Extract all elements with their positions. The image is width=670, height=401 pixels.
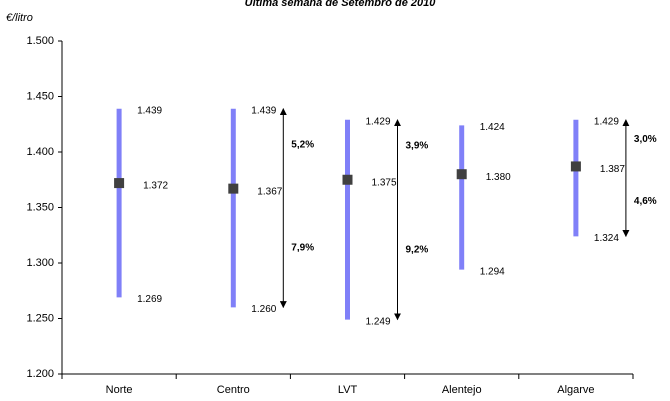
mean-marker xyxy=(570,161,581,172)
down-pct-label: 9,2% xyxy=(406,244,429,255)
up-pct-label: 5,2% xyxy=(291,139,314,150)
x-tick-label: Centro xyxy=(217,384,250,396)
y-tick-label: 1.250 xyxy=(26,312,54,324)
high-label: 1.429 xyxy=(594,116,619,127)
y-tick-label: 1.350 xyxy=(26,201,54,213)
y-axis-label: €/litro xyxy=(6,12,33,24)
x-tick-label: Norte xyxy=(106,384,133,396)
y-tick-label: 1.200 xyxy=(26,368,54,380)
low-label: 1.294 xyxy=(480,266,505,277)
y-tick-label: 1.400 xyxy=(26,146,54,158)
mean-marker xyxy=(342,174,353,185)
down-pct-label: 4,6% xyxy=(634,196,657,207)
mean-marker xyxy=(114,178,125,189)
up-pct-label: 3,9% xyxy=(406,140,429,151)
y-tick-label: 1.500 xyxy=(26,35,54,47)
y-tick-label: 1.300 xyxy=(26,257,54,269)
mean-label: 1.375 xyxy=(372,177,397,188)
chart-title: Última semana de Setembro de 2010 xyxy=(245,0,437,9)
low-label: 1.269 xyxy=(137,294,162,305)
low-label: 1.249 xyxy=(366,316,391,327)
x-tick-label: Algarve xyxy=(557,384,594,396)
high-label: 1.424 xyxy=(480,122,505,133)
high-label: 1.429 xyxy=(366,116,391,127)
x-tick-label: Alentejo xyxy=(442,384,482,396)
x-tick-label: LVT xyxy=(338,384,358,396)
high-label: 1.439 xyxy=(137,105,162,116)
down-pct-label: 7,9% xyxy=(291,243,314,254)
mean-label: 1.367 xyxy=(257,186,282,197)
y-tick-label: 1.450 xyxy=(26,90,54,102)
high-label: 1.439 xyxy=(251,105,276,116)
mean-marker xyxy=(456,169,467,180)
up-pct-label: 3,0% xyxy=(634,134,657,145)
mean-label: 1.380 xyxy=(486,172,511,183)
mean-label: 1.372 xyxy=(143,181,168,192)
mean-marker xyxy=(228,183,239,194)
low-label: 1.260 xyxy=(251,304,276,315)
mean-label: 1.387 xyxy=(600,164,625,175)
low-label: 1.324 xyxy=(594,233,619,244)
